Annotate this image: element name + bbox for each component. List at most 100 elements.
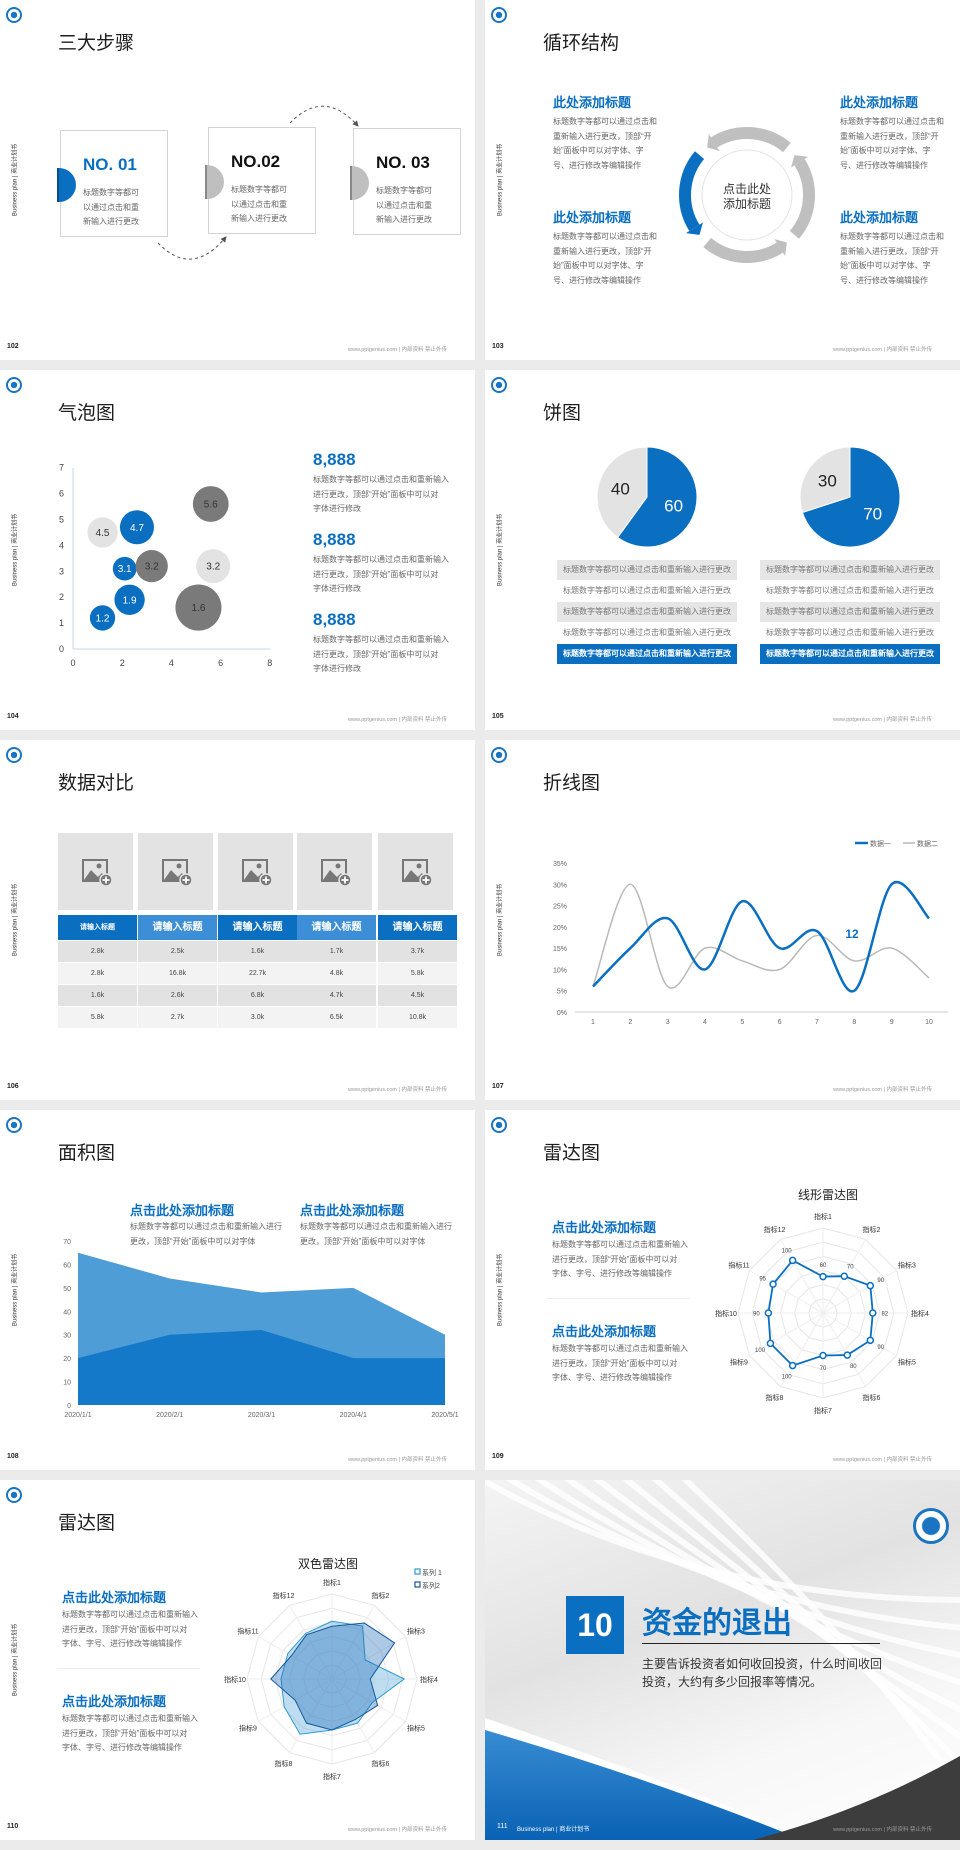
step-description: 以通过点击和重: [83, 202, 139, 212]
icon-plus: [102, 876, 110, 884]
block-heading: 此处添加标题: [553, 95, 632, 110]
radar-spoke: [822, 1270, 897, 1314]
chart-title: 双色雷达图: [298, 1557, 358, 1571]
page-title: 雷达图: [543, 1143, 601, 1164]
radar-spoke: [289, 1678, 333, 1753]
table-cell: 2.8k: [58, 963, 137, 984]
slide-106[interactable]: Business plan | 商业计划书 106 www.pptgenius.co…: [0, 740, 475, 1100]
bubble: [114, 584, 145, 615]
table-header-cell: 请输入标题: [297, 915, 376, 940]
step-card[interactable]: [60, 130, 168, 237]
legend-swatch: [414, 1581, 421, 1588]
radar-point: [819, 1272, 827, 1281]
bubble-label: 4.7: [130, 523, 144, 534]
step-number: NO. 01: [83, 155, 137, 174]
body-text-line: 标题数字等都可以通过点击和重新输入进行: [130, 1222, 282, 1231]
radar-axis-label: 指标12: [273, 1591, 295, 1600]
radar-axis-label: 指标12: [764, 1225, 786, 1234]
logo-icon: [6, 747, 22, 763]
footer-text: www.pptgenius.com | 内部资料 禁止外传: [348, 1827, 447, 1833]
body-text-line: 始”面板中可以对字体、字: [553, 146, 644, 155]
slide-111[interactable]: 10 资金的退出 主要告诉投资者如何收回投资，什么时间收回 投资，大约有多少回报率等情…: [485, 1480, 960, 1840]
radar-chart: 指标1 指标2 指标3 指标4 指标5 指标6 指标7 指标8 指标9 指标10 指标11 指标12 双…: [224, 1557, 442, 1781]
radar-spoke: [331, 1605, 375, 1680]
bubble-chart: 0 1 2 3 4 5 6 7 0 2 4 6 8 1.2 1.9 3.1 3.2 4.5 4.7 5.6 3.2 1.6: [59, 463, 272, 668]
list-row[interactable]: 标题数字等都可以通过点击和重新输入进行更改: [557, 644, 737, 664]
logo-icon: [491, 7, 507, 23]
stat-value: 8,888: [313, 450, 356, 469]
cycle-arrow-arc: [789, 158, 815, 239]
logo-icon: [491, 377, 507, 393]
decorative-curve: [651, 1480, 960, 1768]
page-number: 107: [492, 1083, 504, 1090]
x-tick-label: 6: [218, 658, 223, 668]
slide-104[interactable]: Business plan | 商业计划书 104 www.pptgenius.co…: [0, 370, 475, 730]
list-row[interactable]: 标题数字等都可以通过点击和重新输入进行更改: [760, 623, 940, 643]
x-tick-label: 2020/3/1: [248, 1412, 275, 1419]
step-card[interactable]: [208, 127, 316, 234]
page-title: 面积图: [58, 1143, 116, 1164]
block-heading: 点击此处添加标题: [300, 1203, 405, 1218]
slide-105[interactable]: Business plan | 商业计划书 105 www.pptgenius.co…: [485, 370, 960, 730]
y-tick-label: 4: [59, 540, 64, 550]
pie-slice: [596, 446, 648, 539]
list-row[interactable]: 标题数字等都可以通过点击和重新输入进行更改: [557, 602, 737, 622]
radar-point: [840, 1272, 848, 1280]
body-text-line: 进行更改，顶部“开始”面板中可以对: [552, 1358, 678, 1368]
radar-axis-label: 指标4: [420, 1675, 438, 1684]
list-row[interactable]: 标题数字等都可以通过点击和重新输入进行更改: [557, 581, 737, 601]
dashed-arrow-2: [289, 105, 359, 127]
body-text-line: 字体、字号、进行修改等编辑操作: [552, 1269, 672, 1278]
cycle-arrow-arc: [703, 237, 784, 263]
image-placeholder[interactable]: [58, 833, 133, 910]
radar-spoke: [749, 1270, 824, 1314]
x-tick-label: 2020/5/1: [431, 1412, 458, 1419]
radar-point: [866, 1336, 875, 1345]
list-row[interactable]: 标题数字等都可以通过点击和重新输入进行更改: [557, 623, 737, 643]
step-card[interactable]: [353, 128, 461, 235]
y-tick-label: 10%: [553, 967, 567, 974]
page-number: 104: [7, 713, 19, 720]
slide-109[interactable]: Business plan | 商业计划书 109 www.pptgenius.co…: [485, 1110, 960, 1470]
legend-swatch: [414, 1568, 421, 1575]
radar-value-label: 60: [820, 1263, 827, 1269]
body-text-line: 标题数字等都可以通过点击和重新输入: [552, 1240, 688, 1249]
list-row[interactable]: 标题数字等都可以通过点击和重新输入进行更改: [760, 560, 940, 580]
logo-icon: [6, 1487, 22, 1503]
slide-110[interactable]: Business plan | 商业计划书 110 www.pptgenius.co…: [0, 1480, 475, 1840]
y-tick-label: 0: [59, 644, 64, 654]
radar-point: [769, 1280, 777, 1288]
radar-series-2: [270, 1622, 396, 1731]
table-header-cell: 请输入标题: [378, 915, 457, 940]
table-cell: 1.7k: [297, 941, 376, 962]
list-row[interactable]: 标题数字等都可以通过点击和重新输入进行更改: [760, 644, 940, 664]
step-description: 以通过点击和重: [231, 199, 287, 209]
image-placeholder[interactable]: [297, 833, 372, 910]
step-connectors: [157, 105, 359, 260]
radar-spoke: [331, 1636, 406, 1680]
y-tick-label: 40: [63, 1309, 71, 1316]
bubble-label: 4.5: [96, 528, 110, 539]
chart-title: 线形雷达图: [798, 1188, 858, 1202]
radar-point: [866, 1281, 875, 1290]
image-placeholder[interactable]: [378, 833, 453, 910]
pie-slice: [616, 446, 698, 548]
icon-plus: [422, 876, 430, 884]
list-row[interactable]: 标题数字等都可以通过点击和重新输入进行更改: [760, 581, 940, 601]
radar-chart: 指标1 指标2 指标3 指标4 指标5 指标6 指标7 指标8 指标9 指标10 指标11 指标12 6…: [715, 1188, 929, 1415]
image-placeholder[interactable]: [218, 833, 293, 910]
radar-spoke: [780, 1239, 824, 1314]
image-placeholder[interactable]: [138, 833, 213, 910]
add-image-icon: [321, 859, 352, 887]
page-number: 111: [497, 1823, 508, 1830]
list-row[interactable]: 标题数字等都可以通过点击和重新输入进行更改: [760, 602, 940, 622]
slide-103[interactable]: Business plan | 商业计划书 103 www.pptgenius.co…: [485, 0, 960, 360]
slide-107[interactable]: Business plan | 商业计划书 107 www.pptgenius.co…: [485, 740, 960, 1100]
slide-108[interactable]: Business plan | 商业计划书 108 www.pptgenius.co…: [0, 1110, 475, 1470]
slide-102[interactable]: Business plan | 商业计划书 102 www.pptgenius.co…: [0, 0, 475, 360]
radar-spoke: [289, 1605, 333, 1680]
list-row[interactable]: 标题数字等都可以通过点击和重新输入进行更改: [557, 560, 737, 580]
body-text-line: 进行更改，顶部“开始”面板中可以对: [552, 1254, 678, 1264]
y-tick-label: 30: [63, 1333, 71, 1340]
radar-axis-label: 指标2: [863, 1225, 881, 1234]
